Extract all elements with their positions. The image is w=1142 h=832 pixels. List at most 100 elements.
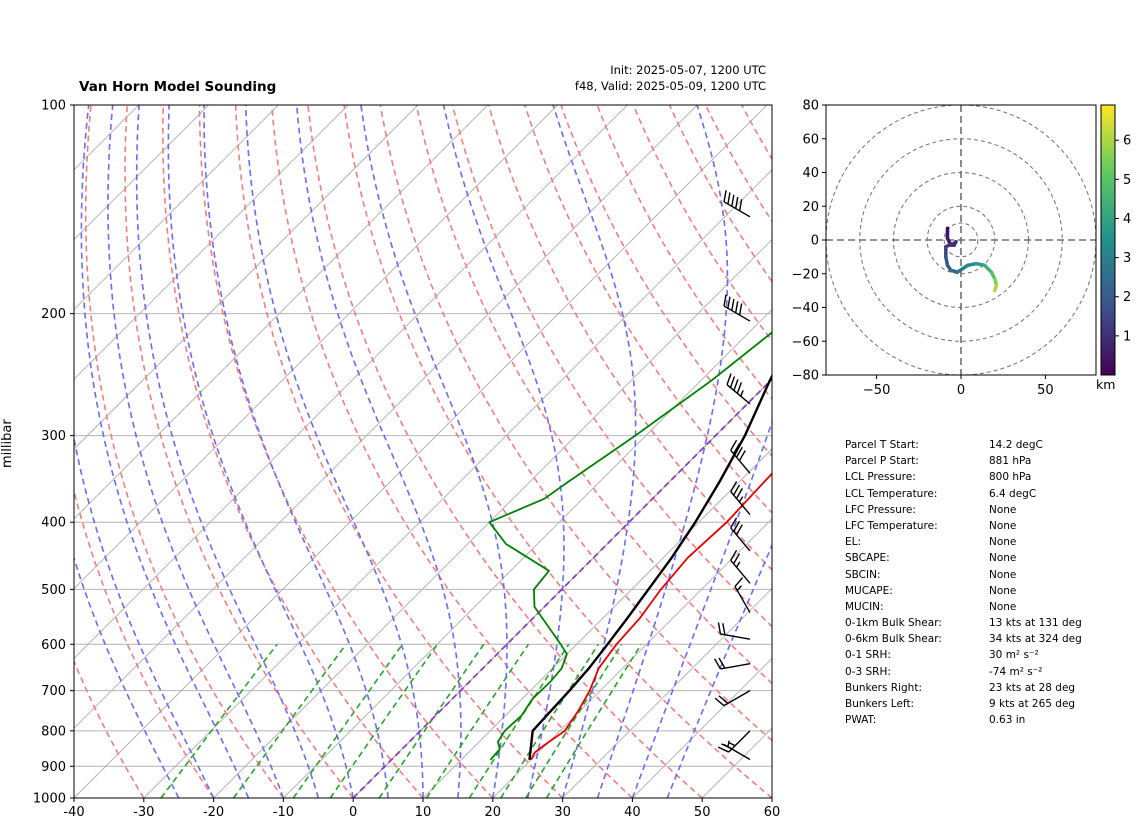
skewt-background-lines [74, 105, 772, 798]
skewt-profiles [488, 331, 772, 761]
parameter-value: 23 kts at 28 deg [989, 681, 1076, 694]
parameter-row: MUCIN: None [845, 599, 1082, 615]
hodograph-ring [943, 222, 979, 258]
isotherm [74, 105, 558, 590]
barb-full [718, 695, 729, 704]
mixing-ratio-line [329, 643, 439, 798]
parameter-label: 0-1km Bulk Shear: [845, 617, 942, 630]
isotherm [74, 105, 628, 660]
barb-full [738, 450, 746, 462]
wind-barb [723, 294, 751, 322]
hodo-y-tick-label: −40 [792, 301, 819, 316]
barb-full [735, 196, 739, 209]
mixing-ratio-line [425, 643, 530, 798]
parameter-row: LFC Pressure: None [845, 502, 1082, 518]
barb-shaft [730, 491, 751, 516]
dry-adiabat [124, 105, 354, 798]
barb-full [738, 303, 743, 316]
skewt-frame [73, 104, 773, 799]
parameter-row: 0-6km Bulk Shear: 34 kts at 324 deg [845, 631, 1082, 647]
dry-adiabat [162, 105, 424, 798]
barb-full [729, 376, 736, 388]
colorbar-tick-label: 5 [1123, 173, 1131, 188]
parameter-label: SBCAPE: [845, 552, 890, 565]
colorbar-axes: 1 2 3 4 5 6 [1115, 134, 1131, 344]
x-tick-label: 20 [485, 805, 502, 820]
dry-adiabat [343, 105, 772, 798]
x-tick-label: -40 [63, 805, 84, 820]
barb-full [717, 622, 722, 635]
barb-full [723, 294, 727, 307]
mixing-ratio-line [525, 643, 623, 798]
parameter-value: 881 hPa [989, 455, 1032, 468]
valid-time: f48, Valid: 2025-05-09, 1200 UTC [574, 79, 766, 93]
parameter-row: LCL Pressure: 800 hPa [845, 469, 1082, 485]
barb-full [730, 439, 738, 451]
barb-shaft [723, 690, 751, 707]
barb-full [734, 577, 744, 588]
isotherm [74, 105, 419, 450]
mixing-ratio-line [468, 643, 570, 798]
barb-half [736, 585, 742, 591]
dry-adiabat [84, 105, 285, 798]
moist-adiabat [631, 419, 772, 798]
hodograph-segment [993, 283, 999, 293]
hodo-y-tick-label: 80 [802, 99, 819, 114]
colorbar-tick-label: 1 [1123, 329, 1131, 344]
wind-barb [730, 439, 751, 474]
barb-full [735, 488, 743, 499]
parameter-label: LFC Temperature: [845, 519, 938, 532]
barb-full [726, 373, 732, 385]
parameter-value: 14.2 degC [989, 439, 1043, 451]
parameter-row: Parcel P Start: 881 hPa [845, 453, 1082, 469]
y-tick-label: 800 [41, 724, 66, 739]
y-tick-label: 600 [41, 638, 66, 653]
isotherm [74, 105, 768, 798]
colorbar [1100, 104, 1116, 376]
isotherm [143, 169, 772, 798]
y-tick-label: 400 [41, 516, 66, 531]
y-tick-label: 200 [41, 307, 66, 322]
x-tick-label: 60 [764, 805, 781, 820]
barb-full [714, 697, 725, 707]
parameter-row: LCL Temperature: 6.4 degC [845, 486, 1082, 502]
barb-half [738, 496, 744, 503]
parameter-label: PWAT: [845, 714, 877, 727]
barb-full [738, 199, 743, 211]
hodograph-trace [944, 226, 999, 293]
barb-full [721, 743, 733, 750]
dry-adiabat [524, 105, 772, 515]
moist-adiabat [442, 105, 565, 798]
barb-full [727, 296, 731, 309]
mixing-ratio-line [292, 643, 404, 798]
barb-shaft [726, 384, 751, 405]
wind-barb [723, 190, 751, 218]
barb-full [714, 658, 722, 670]
barb-full [727, 192, 731, 205]
colorbar-unit-label: km [1096, 377, 1116, 392]
barb-half [727, 740, 730, 747]
parameter-row: EL: None [845, 534, 1082, 550]
y-tick-label: 900 [41, 760, 66, 775]
hodo-y-tick-label: 0 [811, 234, 819, 249]
init-time: Init: 2025-05-07, 1200 UTC [610, 63, 766, 77]
hodo-x-tick-label: −50 [863, 383, 890, 398]
parameter-label: MUCAPE: [845, 584, 893, 597]
barb-full [731, 298, 735, 311]
barb-full [733, 379, 739, 391]
barb-full [730, 549, 738, 561]
moist-adiabat [666, 543, 772, 798]
hodo-y-tick-label: −20 [792, 267, 819, 282]
dry-adiabat [451, 105, 772, 628]
moist-adiabat [203, 105, 389, 798]
hodo-x-tick-label: 50 [1037, 383, 1054, 398]
x-tick-label: -20 [203, 805, 224, 820]
parameter-label: Bunkers Right: [845, 681, 922, 694]
y-axis-label: millibar [0, 419, 15, 468]
parameter-value: 13 kts at 131 deg [989, 617, 1082, 630]
barb-full [731, 194, 735, 207]
parameter-value: None [989, 568, 1017, 581]
parameter-label: MUCIN: [845, 600, 884, 613]
isotherm [632, 657, 772, 798]
barb-full [722, 623, 726, 635]
